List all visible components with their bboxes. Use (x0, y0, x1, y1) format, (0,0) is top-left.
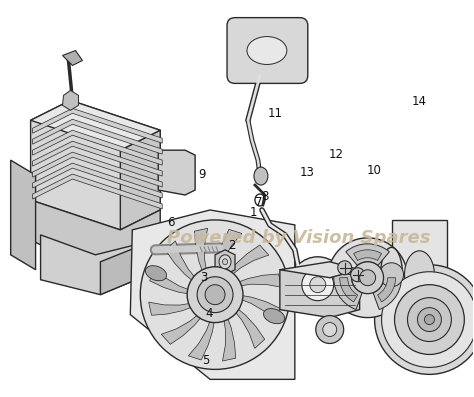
Text: 12: 12 (329, 148, 344, 162)
Circle shape (310, 277, 326, 293)
Circle shape (424, 314, 434, 325)
Text: 4: 4 (205, 307, 212, 320)
Circle shape (382, 272, 474, 367)
Polygon shape (215, 229, 242, 273)
Circle shape (187, 267, 243, 323)
Text: 5: 5 (202, 354, 210, 367)
Text: 1: 1 (250, 206, 257, 219)
Wedge shape (340, 278, 358, 302)
Ellipse shape (219, 255, 231, 269)
Polygon shape (215, 250, 235, 275)
Circle shape (140, 220, 290, 369)
Polygon shape (33, 174, 162, 209)
Polygon shape (161, 312, 204, 344)
Polygon shape (232, 306, 264, 349)
Polygon shape (11, 160, 36, 270)
Circle shape (374, 265, 474, 374)
Circle shape (360, 270, 375, 286)
Polygon shape (130, 210, 295, 380)
Polygon shape (188, 316, 215, 360)
Polygon shape (158, 150, 195, 195)
Polygon shape (33, 130, 162, 165)
Ellipse shape (222, 259, 228, 265)
Wedge shape (373, 272, 401, 310)
Polygon shape (234, 274, 282, 287)
Polygon shape (41, 235, 155, 295)
Polygon shape (100, 240, 155, 295)
Circle shape (408, 298, 451, 341)
Polygon shape (33, 163, 162, 198)
Polygon shape (222, 314, 236, 361)
Polygon shape (33, 108, 162, 143)
Text: 3: 3 (200, 271, 208, 284)
Polygon shape (150, 268, 193, 295)
Circle shape (352, 262, 383, 294)
Text: 6: 6 (167, 216, 174, 229)
Ellipse shape (264, 308, 285, 324)
Polygon shape (31, 100, 160, 230)
Wedge shape (334, 272, 362, 310)
Text: Powered by Vision Spares: Powered by Vision Spares (167, 229, 430, 247)
Polygon shape (63, 91, 79, 110)
Circle shape (418, 308, 441, 331)
Polygon shape (33, 152, 162, 187)
Polygon shape (149, 302, 196, 315)
Polygon shape (280, 262, 360, 278)
Polygon shape (31, 100, 160, 150)
Polygon shape (237, 295, 281, 322)
Text: 13: 13 (300, 166, 314, 179)
Circle shape (302, 269, 334, 301)
Polygon shape (31, 200, 160, 265)
Text: 2: 2 (228, 239, 236, 252)
Polygon shape (280, 268, 360, 318)
Circle shape (394, 285, 465, 355)
Text: 9: 9 (198, 168, 205, 181)
Ellipse shape (247, 37, 287, 64)
Wedge shape (346, 244, 390, 266)
Text: 10: 10 (366, 164, 382, 177)
Ellipse shape (404, 251, 434, 299)
Circle shape (197, 277, 233, 312)
Circle shape (337, 261, 352, 275)
Ellipse shape (254, 167, 268, 185)
Polygon shape (33, 119, 162, 154)
Circle shape (290, 257, 346, 312)
Polygon shape (33, 141, 162, 176)
Polygon shape (120, 130, 160, 230)
Text: 14: 14 (411, 95, 427, 108)
Ellipse shape (146, 266, 167, 281)
Polygon shape (392, 220, 447, 330)
Circle shape (328, 238, 408, 318)
Text: 8: 8 (262, 190, 269, 203)
Circle shape (205, 285, 225, 304)
Ellipse shape (381, 247, 402, 302)
FancyBboxPatch shape (227, 17, 308, 83)
Polygon shape (165, 241, 198, 284)
Wedge shape (354, 250, 382, 260)
Wedge shape (378, 278, 395, 302)
Text: 11: 11 (267, 107, 283, 120)
Text: 7: 7 (255, 196, 262, 209)
Circle shape (323, 323, 337, 337)
Circle shape (380, 263, 403, 287)
Circle shape (351, 268, 365, 282)
Polygon shape (226, 245, 269, 278)
Polygon shape (63, 50, 82, 66)
Polygon shape (194, 228, 208, 276)
Circle shape (316, 316, 344, 343)
